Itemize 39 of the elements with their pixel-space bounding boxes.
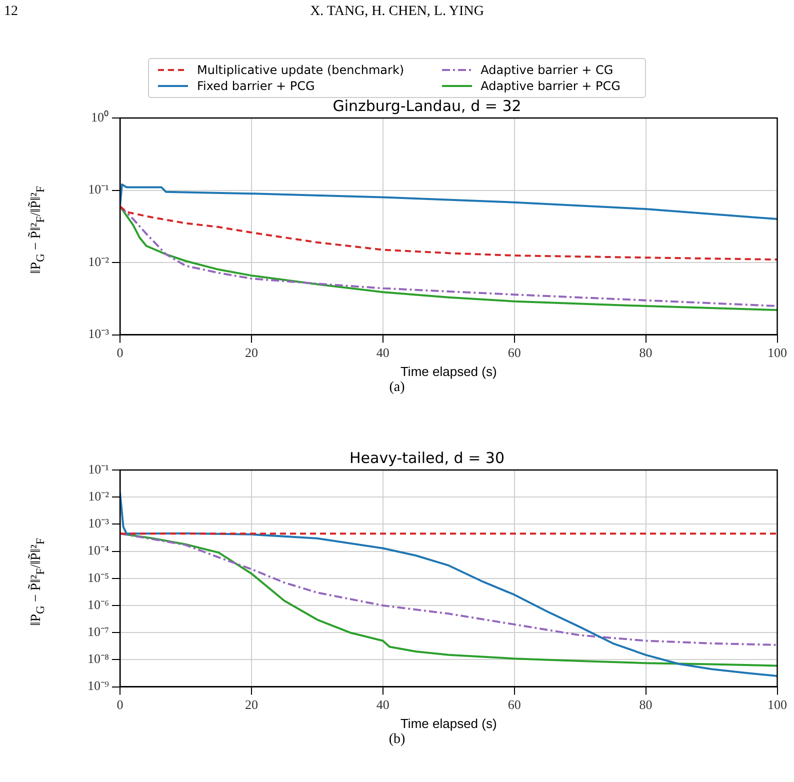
line-series [120,532,778,646]
legend-label: Adaptive barrier + CG [480,63,614,77]
x-tick-label: 80 [639,697,652,712]
chart-title: Ginzburg-Landau, d = 32 [332,96,522,115]
x-tick-label: 0 [116,345,124,360]
text: (a) [388,380,406,396]
legend-label: Adaptive barrier + PCG [480,79,620,93]
x-tick-label: 100 [768,345,787,360]
y-tick-label: 10⁻² [88,254,110,269]
legend-label: Fixed barrier + PCG [197,79,315,93]
text: 12 [4,4,18,20]
x-tick-label: 40 [376,697,390,712]
y-tick-label: 10⁰ [91,109,109,124]
y-tick-label: 10⁻⁶ [87,596,109,612]
text: X. TANG, H. CHEN, L. YING [310,4,484,19]
x-tick-label: 40 [376,345,390,360]
x-tick-label: 0 [116,697,124,712]
x-axis-title: Time elapsed (s) [400,364,497,379]
x-tick-label: 60 [508,345,521,360]
y-tick-label: 10⁻¹ [88,461,110,476]
x-tick-label: 20 [244,345,258,360]
text: (b) [388,732,406,748]
y-tick-label: 10⁻¹ [88,182,110,197]
y-tick-label: 10⁻² [88,488,110,504]
x-tick-label: 80 [639,345,652,360]
y-tick-label: 10⁻³ [88,326,110,342]
x-tick-label: 20 [244,697,258,712]
y-tick-label: 10⁻⁷ [87,624,109,640]
y-tick-label: 10⁻⁵ [87,570,109,585]
x-axis-title: Time elapsed (s) [400,716,497,731]
chart-title: Heavy-tailed, d = 30 [349,448,505,467]
line-series [120,205,778,261]
x-tick-label: 60 [508,697,521,712]
y-tick-label: 10⁻⁸ [87,651,110,666]
x-tick-label: 100 [768,697,787,712]
legend-label: Multiplicative update (benchmark) [197,63,404,77]
y-tick-label: 10⁻⁴ [87,542,110,558]
y-tick-label: 10⁻⁹ [87,678,110,694]
y-tick-label: 10⁻³ [88,516,110,531]
